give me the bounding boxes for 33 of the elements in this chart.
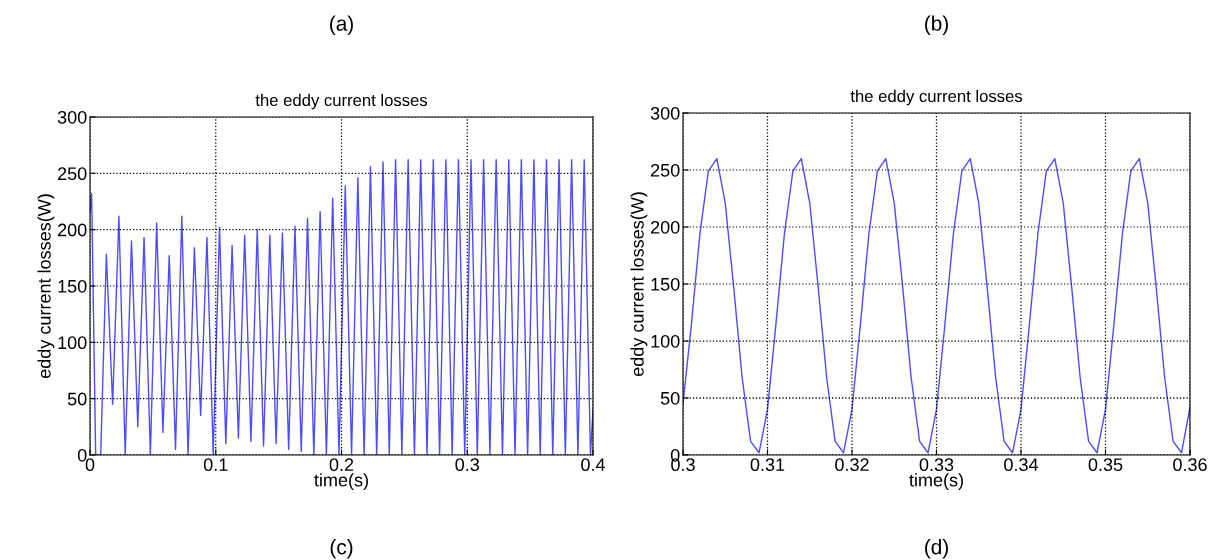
x-tick-label: 0.35 <box>1088 458 1123 472</box>
x-axis-title: time(s) <box>314 473 368 491</box>
y-tick-label: 300 <box>650 106 680 120</box>
y-axis-title: eddy current losses(W) <box>37 194 55 379</box>
y-tick-label: 100 <box>58 336 87 350</box>
x-tick-label: 0.1 <box>203 458 228 472</box>
chart-title: the eddy current losses <box>255 93 428 110</box>
x-tick-label: 0.33 <box>919 458 954 472</box>
y-tick-label: 200 <box>651 220 680 234</box>
text: (a) <box>330 15 353 35</box>
y-tick-label: 200 <box>58 223 87 237</box>
y-tick-label: 0 <box>77 448 87 462</box>
y-tick-label: 250 <box>651 163 680 177</box>
chart-title: the eddy current losses <box>850 89 1023 106</box>
x-tick-label: 0.4 <box>581 458 606 472</box>
text: (d) <box>925 539 948 559</box>
x-tick-label: 0.31 <box>750 458 785 472</box>
y-tick-label: 300 <box>57 110 87 124</box>
y-tick-label: 100 <box>651 334 680 348</box>
text: (c) <box>330 539 353 559</box>
x-tick-label: 0.32 <box>835 458 869 472</box>
x-tick-label: 0.36 <box>1173 458 1207 472</box>
y-tick-label: 150 <box>651 277 680 291</box>
x-tick-label: 0.3 <box>455 458 480 472</box>
y-tick-label: 250 <box>58 167 87 181</box>
x-axis-title: time(s) <box>909 473 963 491</box>
y-tick-label: 50 <box>67 392 87 406</box>
text: (b) <box>925 15 948 35</box>
x-tick-label: 0.2 <box>329 458 354 472</box>
x-tick-label: 0.34 <box>1004 458 1039 472</box>
y-axis-title: eddy current losses(W) <box>630 192 648 377</box>
y-tick-label: 50 <box>660 391 680 405</box>
y-tick-label: 150 <box>58 279 87 293</box>
